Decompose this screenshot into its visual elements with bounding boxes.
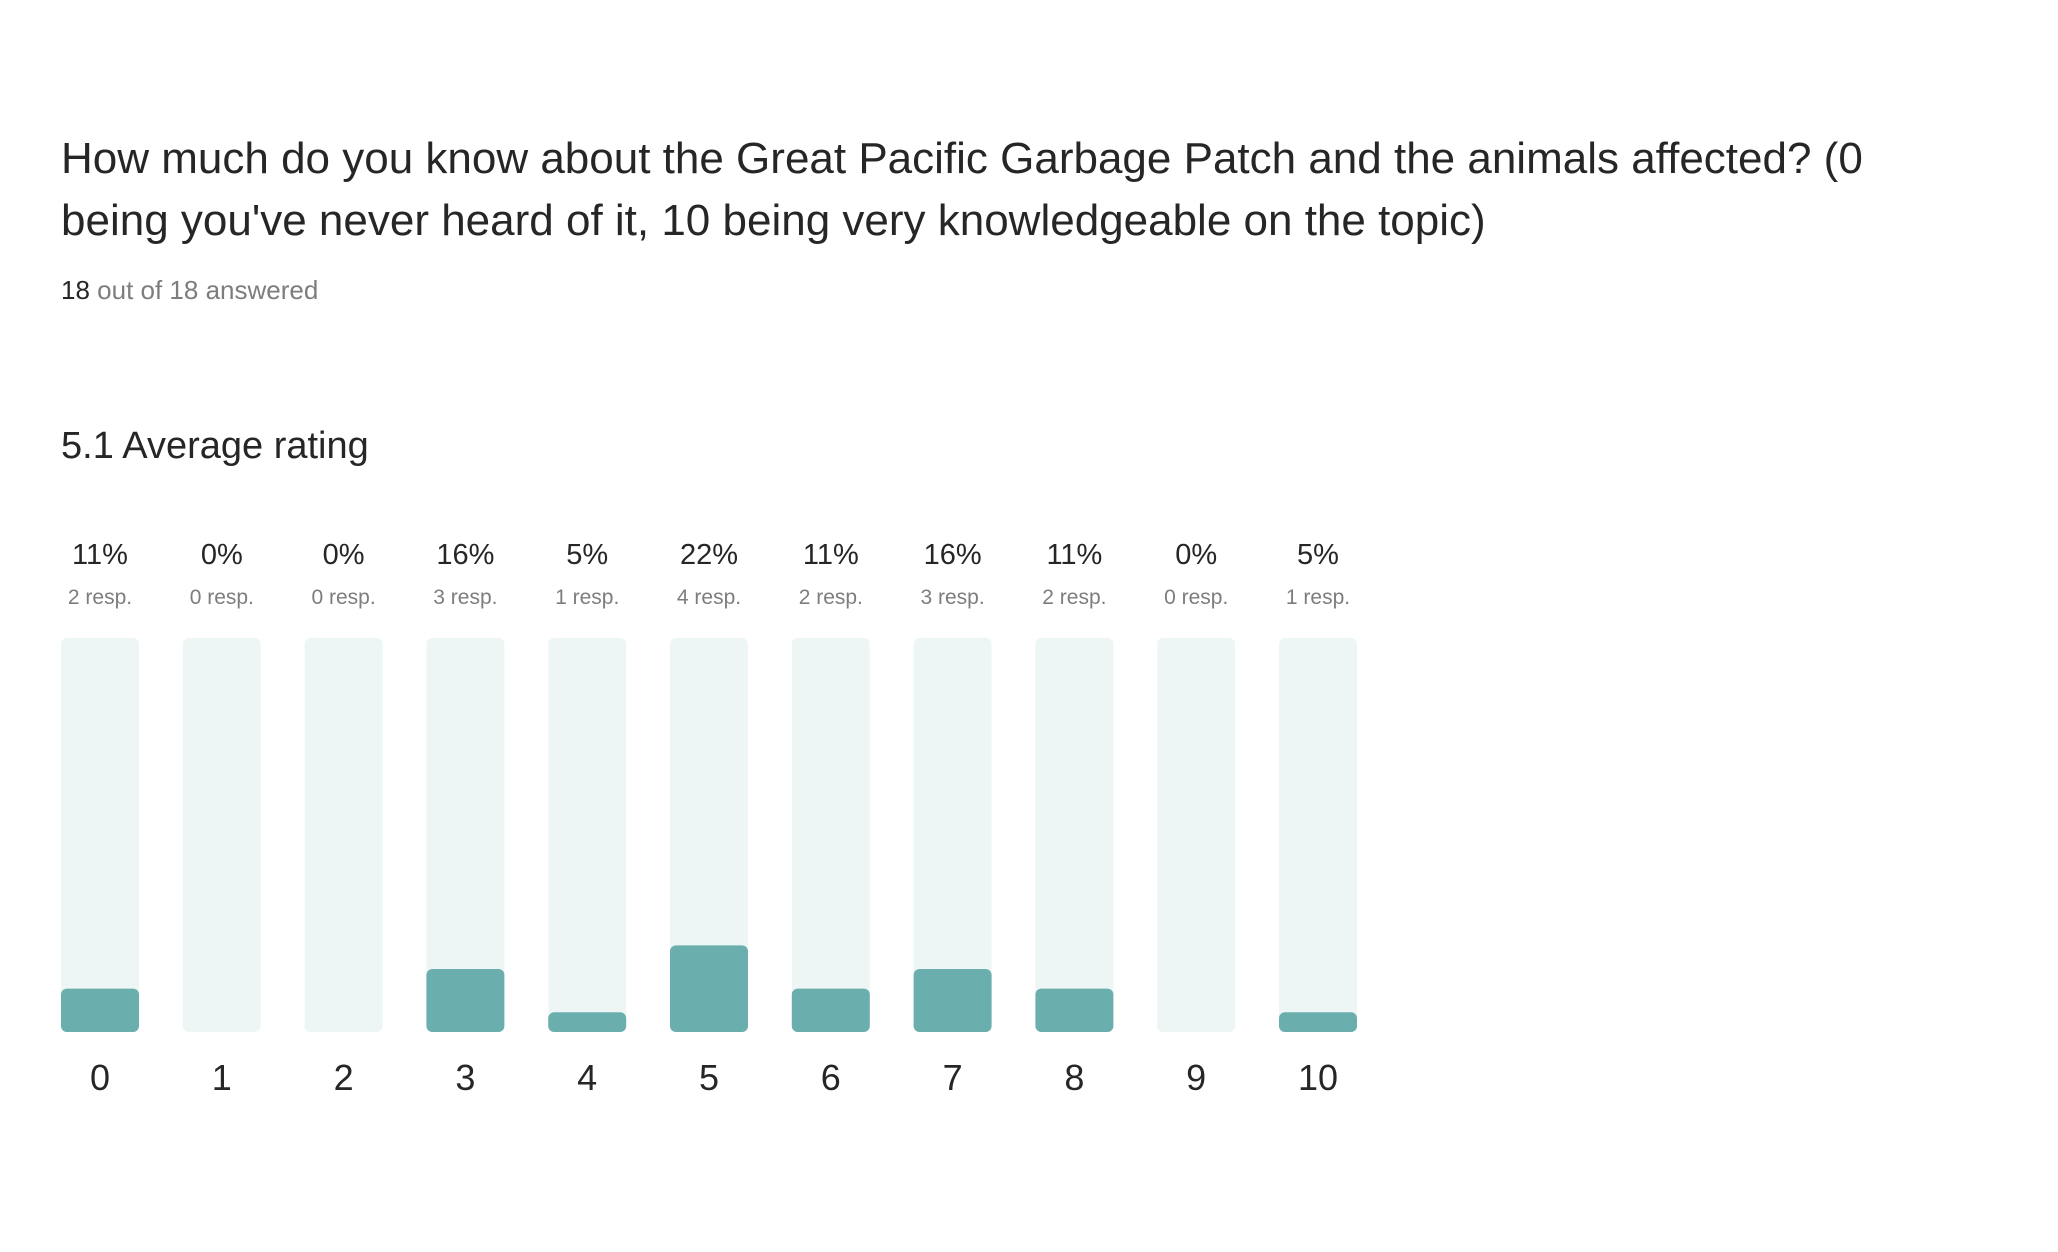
bar-group-0: 11% 2 resp. 0 (61, 539, 139, 1098)
response-count-label: 1 resp. (555, 586, 619, 609)
bar-group-4: 5% 1 resp. 4 (548, 539, 627, 1098)
bar-group-10: 5% 1 resp. 10 (1279, 539, 1357, 1098)
answered-count: 18 (61, 275, 90, 305)
percent-label: 22% (680, 539, 738, 571)
rating-label: 7 (943, 1057, 963, 1098)
percent-label: 16% (924, 539, 982, 571)
response-count-label: 4 resp. (677, 586, 741, 609)
bar-group-3: 16% 3 resp. 3 (426, 539, 505, 1098)
bar (61, 988, 139, 1032)
bar-track (913, 638, 992, 1032)
percent-label: 11% (803, 539, 859, 571)
response-count-label: 1 resp. (1286, 586, 1350, 609)
rating-label: 10 (1298, 1057, 1338, 1098)
percent-label: 11% (1046, 539, 1102, 571)
percent-label: 0% (1175, 539, 1217, 571)
rating-label: 9 (1186, 1057, 1206, 1098)
bar (548, 1012, 627, 1032)
response-count-label: 0 resp. (311, 586, 375, 609)
percent-label: 0% (323, 539, 365, 571)
bar-group-2: 0% 0 resp. 2 (304, 539, 383, 1098)
bar-track (791, 638, 870, 1032)
question-title: How much do you know about the Great Pac… (61, 134, 1863, 245)
percent-label: 0% (201, 539, 243, 571)
response-count-label: 2 resp. (799, 586, 863, 609)
rating-bar-chart: 11% 2 resp. 0 0% 0 resp. 1 0% 0 resp. 2 16% 3 resp… (61, 539, 1357, 1098)
bar-track (670, 638, 748, 1032)
bar-track (1279, 638, 1357, 1032)
bar-track (1157, 638, 1236, 1032)
bar (1279, 1012, 1357, 1032)
bar-group-9: 0% 0 resp. 9 (1157, 539, 1236, 1098)
response-count-label: 0 resp. (1164, 586, 1228, 609)
bar-track (182, 638, 261, 1032)
bar-track (61, 638, 139, 1032)
bar-track (426, 638, 505, 1032)
percent-label: 11% (72, 539, 128, 571)
bar-group-1: 0% 0 resp. 1 (182, 539, 261, 1098)
bar (426, 968, 505, 1032)
bar (913, 968, 992, 1032)
response-count-label: 2 resp. (68, 586, 132, 609)
bar-group-6: 11% 2 resp. 6 (791, 539, 870, 1098)
bar (670, 945, 748, 1032)
rating-label: 0 (90, 1057, 110, 1098)
rating-label: 3 (455, 1057, 475, 1098)
bar-group-5: 22% 4 resp. 5 (670, 539, 748, 1098)
rating-label: 4 (577, 1057, 597, 1098)
rating-label: 1 (212, 1057, 232, 1098)
average-rating: 5.1 Average rating (61, 425, 369, 467)
answered-suffix: out of 18 answered (97, 275, 319, 305)
response-count-label: 3 resp. (920, 586, 984, 609)
bar (1035, 988, 1114, 1032)
rating-label: 8 (1064, 1057, 1084, 1098)
response-count-label: 0 resp. (190, 586, 254, 609)
response-count-label: 3 resp. (433, 586, 497, 609)
bar-group-8: 11% 2 resp. 8 (1035, 539, 1114, 1098)
answered-summary: 18 out of 18 answered (61, 273, 318, 307)
bar (791, 988, 870, 1032)
rating-label: 2 (334, 1057, 354, 1098)
rating-label: 5 (699, 1057, 719, 1098)
bar-track (1035, 638, 1114, 1032)
percent-label: 16% (436, 539, 494, 571)
bar-track (548, 638, 627, 1032)
bar-group-7: 16% 3 resp. 7 (913, 539, 992, 1098)
bar-track (304, 638, 383, 1032)
response-count-label: 2 resp. (1042, 586, 1106, 609)
percent-label: 5% (566, 539, 608, 571)
rating-label: 6 (821, 1057, 841, 1098)
percent-label: 5% (1297, 539, 1339, 571)
